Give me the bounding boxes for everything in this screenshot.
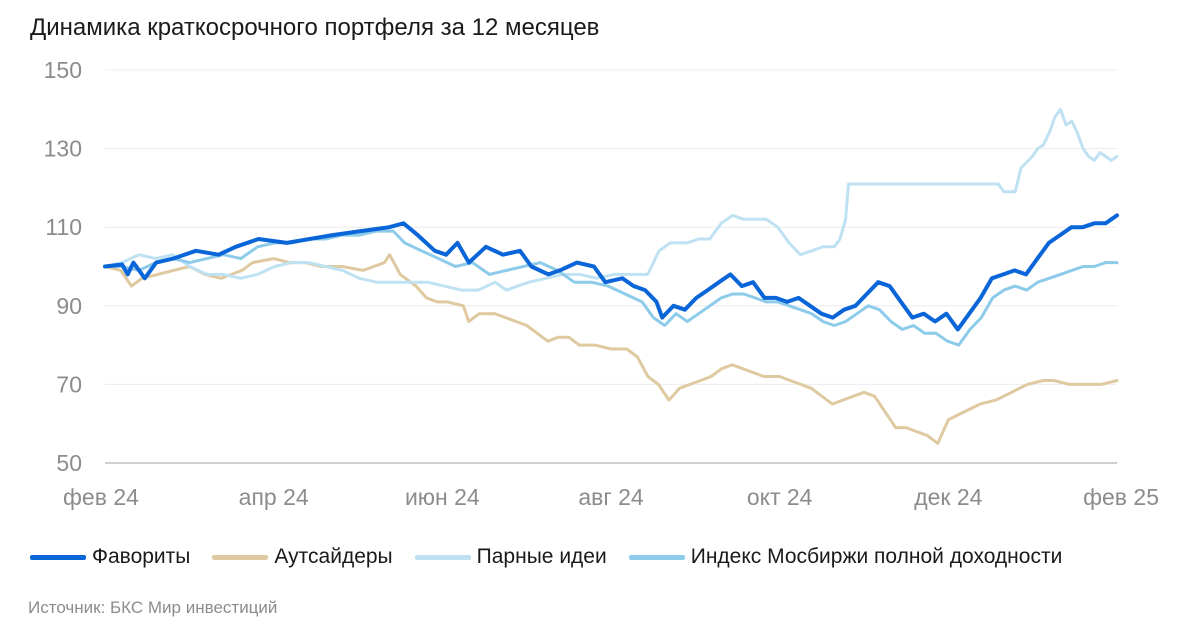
y-tick-label: 90 [56,293,82,319]
x-tick-label: окт 24 [747,484,813,510]
x-tick-label: фев 24 [63,484,139,510]
legend-item-favorites[interactable]: Фавориты [30,545,190,569]
x-tick-label: авг 24 [578,484,644,510]
legend-swatch-favorites [30,554,86,560]
x-axis-ticks: фев 24 апр 24 июн 24 авг 24 окт 24 дек 24 фев … [63,484,1159,510]
legend-label-outsiders: Аутсайдеры [274,545,393,568]
legend-item-moex-index[interactable]: Индекс Мосбиржи полной доходности [628,545,1063,569]
legend-label-moex-index: Индекс Мосбиржи полной доходности [690,545,1063,568]
series-line-outsiders [103,253,1119,445]
legend-swatch-pair-ideas [414,554,471,560]
x-tick-label: апр 24 [239,484,309,510]
legend-swatch-outsiders [212,554,269,560]
x-tick-label: июн 24 [405,484,480,510]
source-note: Источник: БКС Мир инвестиций [28,598,278,617]
legend: Фавориты Аутсайдеры Парные идеи Индекс М… [30,545,1084,569]
x-tick-label: дек 24 [914,484,982,510]
y-tick-label: 110 [45,214,82,240]
series-lines [103,107,1119,445]
y-tick-label: 50 [56,450,82,476]
series-line-favorites [103,213,1119,332]
x-tick-label: фев 25 [1083,484,1159,510]
legend-item-pair-ideas[interactable]: Парные идеи [414,545,607,569]
y-tick-label: 70 [56,371,82,397]
chart-title: Динамика краткосрочного портфеля за 12 м… [30,14,600,41]
legend-swatch-moex-index [628,554,685,560]
legend-item-outsiders[interactable]: Аутсайдеры [212,545,393,569]
grid-lines [105,69,1117,464]
series-line-pair-ideas [103,107,1119,292]
legend-label-pair-ideas: Парные идеи [476,545,607,568]
y-tick-label: 150 [44,57,82,83]
series-line-moex-index [103,229,1119,347]
legend-label-favorites: Фавориты [92,545,191,568]
y-axis-ticks: 50 70 90 110 130 150 [44,57,82,476]
y-tick-label: 130 [44,136,82,162]
